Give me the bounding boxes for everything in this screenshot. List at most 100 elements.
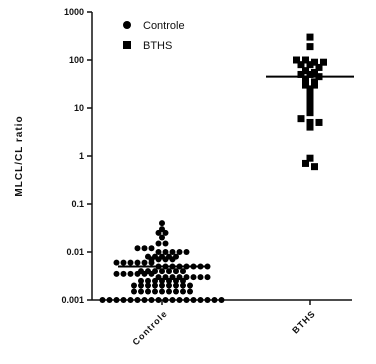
- data-point-controle: [155, 229, 162, 236]
- data-point-bths: [297, 115, 305, 123]
- data-point-controle: [134, 259, 141, 266]
- data-point-controle: [127, 270, 134, 277]
- data-point-bths: [293, 56, 300, 64]
- data-point-controle: [155, 256, 162, 263]
- data-point-controle: [127, 259, 134, 266]
- data-point-controle: [183, 249, 190, 255]
- data-point-controle: [120, 259, 127, 266]
- data-point-bths: [306, 85, 314, 93]
- data-point-controle: [173, 282, 179, 289]
- data-point-controle: [155, 274, 162, 281]
- data-point-controle: [166, 277, 172, 284]
- data-point-controle: [138, 277, 144, 284]
- data-point-controle: [141, 270, 148, 277]
- x-axis: Controle BTHS: [92, 299, 352, 347]
- y-tick-label: 1000: [64, 7, 84, 17]
- data-point-bths: [306, 104, 314, 112]
- data-point-controle: [141, 259, 148, 266]
- data-point-bths: [297, 61, 305, 69]
- data-point-controle: [180, 282, 186, 289]
- data-point-controle: [99, 297, 106, 303]
- data-point-controle: [145, 277, 151, 284]
- data-point-bths: [302, 56, 309, 64]
- data-point-controle: [145, 288, 151, 295]
- data-point-controle: [131, 288, 137, 295]
- data-point-controle: [152, 288, 158, 295]
- data-point-controle: [159, 234, 165, 241]
- data-point-controle: [162, 249, 169, 255]
- data-point-bths: [306, 70, 314, 78]
- data-point-controle: [155, 240, 162, 247]
- data-point-controle: [120, 297, 127, 303]
- data-point-controle: [190, 274, 197, 281]
- data-point-controle: [180, 288, 186, 295]
- data-point-controle: [176, 249, 183, 255]
- data-point-controle: [173, 277, 179, 284]
- data-point-controle: [148, 259, 155, 266]
- data-point-controle: [169, 297, 176, 303]
- data-point-controle: [106, 297, 113, 303]
- data-point-bths: [306, 109, 314, 117]
- data-point-controle: [173, 288, 179, 295]
- data-point-controle: [159, 226, 165, 233]
- data-point-controle: [148, 270, 155, 277]
- data-point-bths: [306, 154, 314, 162]
- legend-marker-controle: [123, 21, 131, 29]
- data-point-bths: [306, 118, 314, 126]
- data-point-bths: [315, 63, 323, 71]
- y-tick-label: 1: [79, 151, 84, 161]
- data-point-controle: [152, 282, 158, 289]
- data-point-bths: [311, 81, 318, 89]
- data-point-controle: [148, 245, 155, 252]
- data-point-controle: [190, 297, 197, 303]
- data-point-controle: [127, 297, 134, 303]
- data-point-controle: [197, 297, 204, 303]
- legend-label-bths: BTHS: [143, 40, 172, 52]
- data-point-controle: [159, 288, 165, 295]
- data-point-controle: [173, 268, 179, 275]
- data-point-controle: [187, 282, 193, 289]
- data-point-controle: [159, 268, 165, 275]
- data-point-controle: [152, 277, 158, 284]
- data-point-controle: [166, 282, 172, 289]
- data-point-controle: [183, 274, 190, 281]
- y-tick-label: 0.01: [66, 247, 84, 257]
- data-point-bths: [306, 33, 314, 41]
- data-point-controle: [155, 249, 162, 255]
- legend-label-controle: Controle: [143, 20, 185, 32]
- data-point-controle: [166, 268, 172, 275]
- data-point-controle: [169, 256, 176, 263]
- data-point-bths: [306, 100, 314, 108]
- y-tick-label: 10: [74, 103, 84, 113]
- data-point-bths: [311, 163, 318, 171]
- y-axis: 0.001 0.01 0.1 1 10 100 1000: [61, 7, 93, 305]
- y-tick-label: 0.001: [61, 295, 84, 305]
- data-point-controle: [159, 277, 165, 284]
- data-point-controle: [187, 288, 193, 295]
- data-point-controle: [148, 297, 155, 303]
- data-point-bths: [306, 61, 314, 69]
- data-point-controle: [183, 297, 190, 303]
- legend-marker-bths: [123, 41, 131, 49]
- data-point-controle: [159, 282, 165, 289]
- data-point-bths: [306, 43, 314, 51]
- data-point-bths: [306, 123, 314, 131]
- y-tick-label: 100: [69, 55, 84, 65]
- x-tick-label-bths: BTHS: [290, 308, 317, 335]
- data-point-controle: [204, 263, 211, 270]
- data-point-controle: [113, 297, 120, 303]
- data-point-controle: [113, 270, 120, 277]
- data-point-bths: [306, 90, 314, 98]
- data-point-controle: [138, 282, 144, 289]
- data-point-controle: [134, 297, 141, 303]
- data-point-bths: [302, 81, 309, 89]
- data-point-controle: [204, 274, 211, 281]
- data-point-controle: [141, 245, 148, 252]
- data-point-controle: [180, 268, 186, 275]
- data-point-controle: [162, 229, 169, 236]
- data-point-controle: [176, 274, 183, 281]
- data-point-controle: [141, 297, 148, 303]
- data-point-controle: [162, 240, 169, 247]
- data-point-bths: [302, 159, 309, 167]
